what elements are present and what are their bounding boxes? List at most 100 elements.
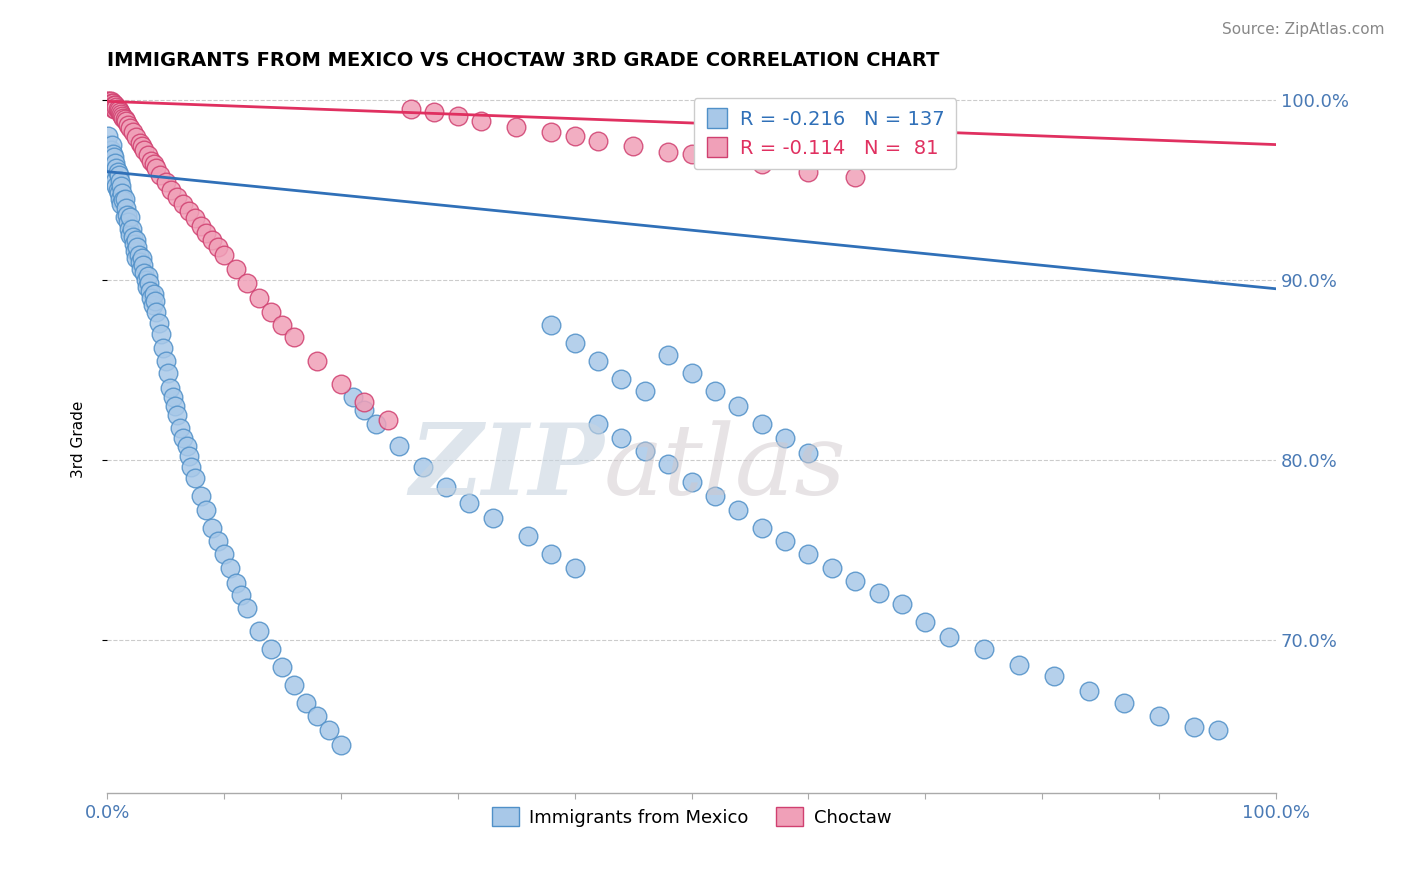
Point xyxy=(107,168,129,182)
Point xyxy=(844,574,866,588)
Point xyxy=(657,348,679,362)
Point xyxy=(128,254,150,268)
Point xyxy=(98,95,121,109)
Point xyxy=(247,291,270,305)
Point xyxy=(307,354,329,368)
Point xyxy=(142,157,165,171)
Point xyxy=(138,277,160,291)
Point xyxy=(797,164,820,178)
Point xyxy=(110,107,132,121)
Point xyxy=(212,247,235,261)
Point xyxy=(103,98,125,112)
Point xyxy=(447,109,470,123)
Point xyxy=(166,190,188,204)
Point xyxy=(353,395,375,409)
Point xyxy=(184,211,207,226)
Point xyxy=(108,192,131,206)
Point xyxy=(121,222,143,236)
Point xyxy=(225,575,247,590)
Point xyxy=(271,660,294,674)
Point xyxy=(247,624,270,639)
Point xyxy=(201,233,224,247)
Point xyxy=(101,100,124,114)
Point xyxy=(163,399,186,413)
Point xyxy=(190,219,212,233)
Point xyxy=(135,273,157,287)
Point xyxy=(159,381,181,395)
Point xyxy=(890,597,912,611)
Point xyxy=(100,150,122,164)
Point xyxy=(101,146,124,161)
Point xyxy=(114,210,136,224)
Point xyxy=(207,534,229,549)
Point xyxy=(586,417,609,431)
Point xyxy=(122,236,145,251)
Point xyxy=(145,305,167,319)
Point xyxy=(139,284,162,298)
Point xyxy=(307,709,329,723)
Point xyxy=(112,111,135,125)
Point xyxy=(100,100,122,114)
Point xyxy=(329,377,352,392)
Point xyxy=(104,155,127,169)
Point xyxy=(101,96,124,111)
Point xyxy=(156,367,179,381)
Point xyxy=(100,96,122,111)
Point xyxy=(195,503,218,517)
Point xyxy=(172,431,194,445)
Point xyxy=(118,222,141,236)
Point xyxy=(127,240,149,254)
Point xyxy=(586,354,609,368)
Point xyxy=(610,431,633,445)
Text: Source: ZipAtlas.com: Source: ZipAtlas.com xyxy=(1222,22,1385,37)
Point xyxy=(111,186,134,201)
Point xyxy=(184,471,207,485)
Point xyxy=(105,100,128,114)
Point xyxy=(423,105,446,120)
Point xyxy=(225,262,247,277)
Point xyxy=(412,460,434,475)
Point xyxy=(177,450,200,464)
Point xyxy=(107,183,129,197)
Point xyxy=(353,402,375,417)
Point xyxy=(657,457,679,471)
Point xyxy=(610,372,633,386)
Point xyxy=(634,384,657,399)
Point xyxy=(727,503,749,517)
Point xyxy=(1112,696,1135,710)
Point xyxy=(681,367,703,381)
Point xyxy=(136,269,159,284)
Point xyxy=(231,588,253,602)
Point xyxy=(97,98,120,112)
Point xyxy=(142,287,165,301)
Legend: Immigrants from Mexico, Choctaw: Immigrants from Mexico, Choctaw xyxy=(484,800,898,834)
Point xyxy=(176,438,198,452)
Point xyxy=(115,208,138,222)
Point xyxy=(751,521,773,535)
Point xyxy=(120,121,142,136)
Point xyxy=(797,446,820,460)
Point xyxy=(107,102,129,116)
Point xyxy=(318,723,340,738)
Point xyxy=(145,161,167,175)
Point xyxy=(260,305,283,319)
Point xyxy=(1182,720,1205,734)
Point xyxy=(98,96,121,111)
Point xyxy=(134,266,156,280)
Point xyxy=(97,128,120,143)
Point xyxy=(195,226,218,240)
Point xyxy=(1147,709,1170,723)
Point xyxy=(470,114,492,128)
Point xyxy=(117,215,139,229)
Point xyxy=(104,98,127,112)
Point xyxy=(564,335,586,350)
Point xyxy=(207,240,229,254)
Point xyxy=(727,399,749,413)
Point xyxy=(125,130,148,145)
Point xyxy=(212,547,235,561)
Point xyxy=(540,125,562,139)
Point xyxy=(120,227,142,242)
Point xyxy=(111,109,134,123)
Point xyxy=(97,146,120,161)
Point xyxy=(621,139,644,153)
